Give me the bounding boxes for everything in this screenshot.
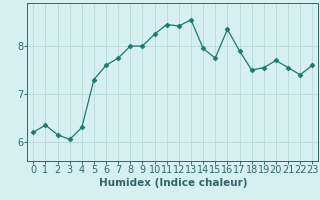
X-axis label: Humidex (Indice chaleur): Humidex (Indice chaleur)	[99, 178, 247, 188]
